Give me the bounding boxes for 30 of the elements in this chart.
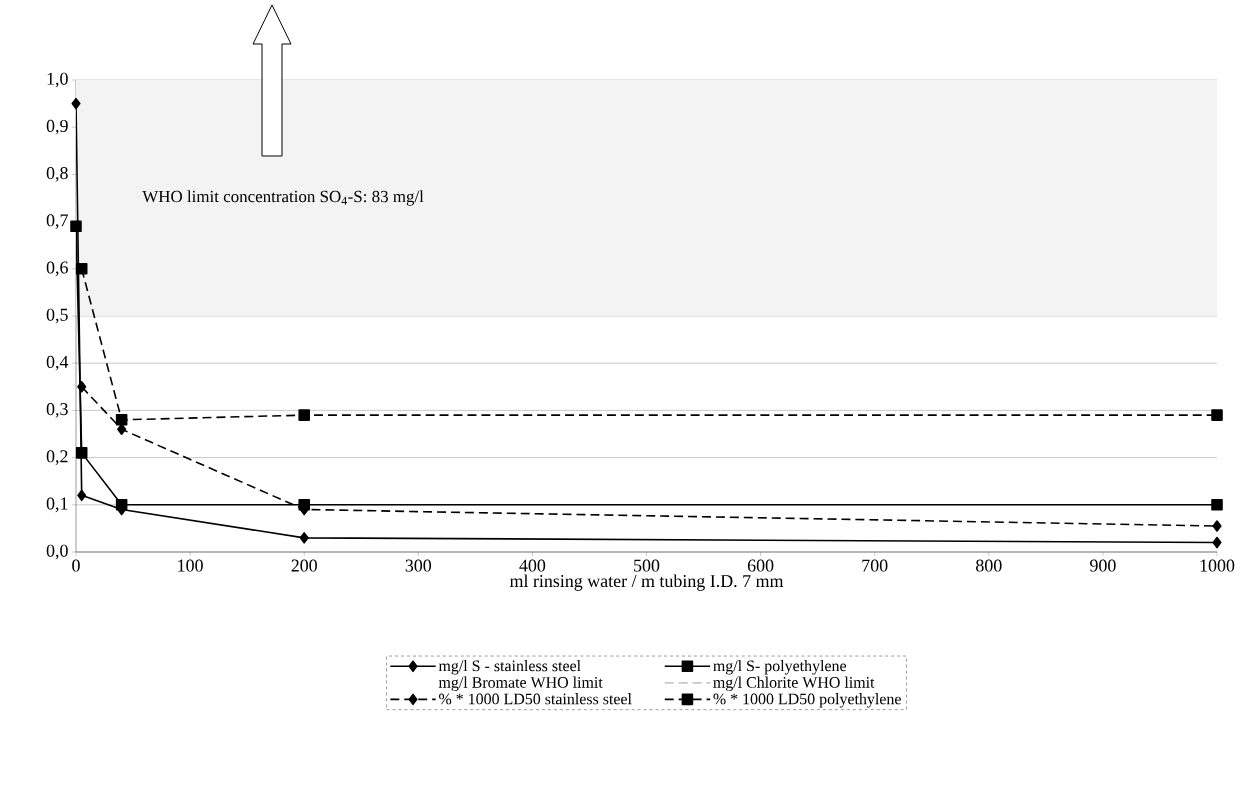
- y-tick-label: 0,0: [46, 544, 68, 560]
- legend-label: mg/l S- polyethylene: [713, 660, 847, 675]
- y-tick-label: 0,1: [46, 497, 68, 513]
- y-tick-label: 0,6: [46, 261, 68, 277]
- y-tick-label: 0,9: [46, 119, 68, 135]
- legend-label: % * 1000 LD50 stainless steel: [439, 693, 632, 705]
- x-tick-label: 100: [178, 559, 203, 572]
- legend-label: mg/l Chlorite WHO limit: [713, 676, 875, 692]
- x-tick-label: 1000: [1200, 559, 1235, 572]
- x-tick-label: 200: [291, 559, 317, 572]
- annotation: WHO limit concentration SO$_{4}$-S: 83 mg/l: [142, 190, 424, 206]
- y-tick-label: 0,5: [46, 308, 68, 324]
- x-tick-label: 300: [405, 559, 432, 572]
- y-tick-label: 0,2: [46, 450, 68, 465]
- y-tick-label: 0,7: [46, 214, 68, 229]
- x-tick-label: 600: [747, 559, 774, 572]
- text: mg/l Bromate WHO limit: [438, 676, 603, 692]
- x-tick-label: 500: [634, 559, 660, 572]
- x-tick-label: 700: [862, 559, 888, 572]
- x-tick-label: 400: [519, 559, 546, 572]
- x-axis-title: ml rinsing water / m tubing I.D. 7 mm: [509, 574, 784, 591]
- x-tick-label: 800: [976, 559, 1002, 572]
- legend-label: mg/l S - stainless steel: [438, 660, 581, 675]
- y-tick-label: 1,0: [47, 72, 68, 88]
- y-tick-label: 0,3: [46, 403, 68, 418]
- y-tick-label: 0,4: [46, 355, 69, 371]
- y-tick-label: 0,8: [46, 167, 68, 182]
- x-tick-label: 0: [72, 559, 80, 572]
- x-tick-label: 900: [1090, 559, 1116, 572]
- legend-label: % * 1000 LD50 polyethylene: [713, 693, 901, 708]
